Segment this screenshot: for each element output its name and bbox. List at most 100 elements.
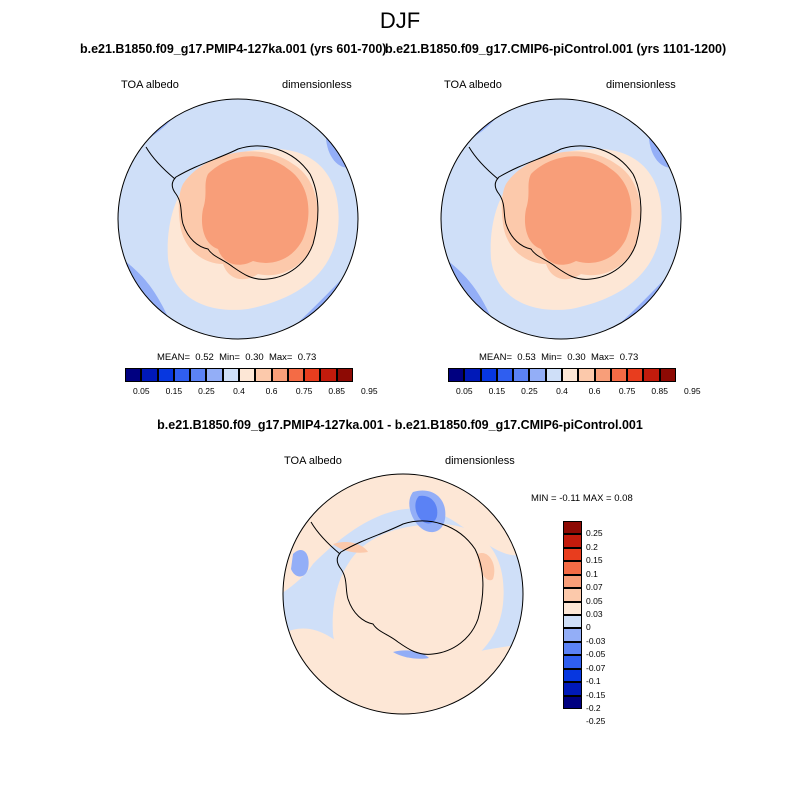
colorbar-swatch xyxy=(141,368,158,382)
colorbar-tick-label: 0.03 xyxy=(586,609,603,619)
colorbar-swatch xyxy=(643,368,660,382)
colorbar-tick-label: 0.1 xyxy=(586,568,598,579)
colorbar-swatch xyxy=(627,368,644,382)
positive-anomaly-field xyxy=(478,553,495,581)
colorbar-tick-label: 0.25 xyxy=(586,528,603,539)
colorbar-swatch xyxy=(239,368,256,382)
colorbar-swatch xyxy=(563,588,582,602)
colorbar-tick-label: 0.4 xyxy=(556,386,568,396)
antarctica-coastline xyxy=(336,520,484,655)
ice-sheet-field xyxy=(201,156,309,265)
colorbar-tick-label: 0.85 xyxy=(328,386,345,396)
figure-title: DJF xyxy=(379,8,421,33)
colorbar-tick-label: 0.05 xyxy=(586,595,603,606)
map-panel-3 xyxy=(282,473,524,715)
colorbar-swatch xyxy=(563,682,582,696)
panel1-units-label: dimensionless xyxy=(282,79,352,91)
colorbar-swatch xyxy=(563,574,582,589)
colorbar-tick-label: -0.15 xyxy=(586,689,606,700)
panel3-variable-label: TOA albedo xyxy=(284,455,342,467)
colorbar-swatch xyxy=(545,368,562,382)
colorbar-panel2 xyxy=(448,368,676,382)
colorbar-swatch xyxy=(255,368,272,382)
colorbar-tick-label: 0.05 xyxy=(456,386,473,396)
colorbar-diff-labels: 0.25 0.2 0.15 0.1 0.07 0.05 0.03 0 -0.03 -0.05 -0.… xyxy=(586,521,626,726)
colorbar-panel1 xyxy=(125,368,353,382)
colorbar-tick-label: -0.2 xyxy=(586,703,601,713)
colorbar-tick-label: 0.75 xyxy=(618,386,636,396)
antarctica-coastline xyxy=(171,145,319,280)
colorbar-tick-label: 0.25 xyxy=(521,386,538,396)
colorbar-panel2-labels: 0.05 0.15 0.25 0.4 0.6 0.75 0.85 0.95 xyxy=(448,386,701,398)
colorbar-swatch xyxy=(496,368,514,382)
colorbar-tick-label: 0.95 xyxy=(684,386,701,396)
colorbar-tick-label: 0 xyxy=(586,622,591,633)
panel3-title: b.e21.B1850.f09_g17.PMIP4-127ka.001 - b.… xyxy=(157,418,643,432)
colorbar-swatch xyxy=(287,368,305,382)
colorbar-swatch xyxy=(563,668,582,683)
colorbar-swatch xyxy=(563,601,582,615)
colorbar-swatch xyxy=(304,368,321,382)
map-panel-1 xyxy=(117,98,359,340)
colorbar-tick-label: -0.25 xyxy=(586,716,606,727)
colorbar-tick-label: 0.85 xyxy=(651,386,668,396)
negative-anomaly-field xyxy=(291,549,309,577)
panel2-stats: MEAN= 0.53 Min= 0.30 Max= 0.73 xyxy=(479,352,639,363)
map-boundary xyxy=(282,473,524,715)
positive-anomaly-field xyxy=(283,474,523,594)
colorbar-swatch xyxy=(563,641,582,656)
negative-anomaly-field xyxy=(415,495,438,524)
colorbar-swatch xyxy=(271,368,288,382)
colorbar-swatch xyxy=(480,368,497,382)
colorbar-swatch xyxy=(562,368,579,382)
colorbar-swatch xyxy=(563,534,582,548)
colorbar-swatch xyxy=(563,615,582,629)
colorbar-swatch xyxy=(513,368,530,382)
colorbar-tick-label: 0.75 xyxy=(295,386,313,396)
colorbar-tick-label: 0.4 xyxy=(233,386,245,396)
panel1-stats: MEAN= 0.52 Min= 0.30 Max= 0.73 xyxy=(157,352,317,363)
colorbar-tick-label: 0.07 xyxy=(586,582,603,593)
antarctic-peninsula xyxy=(468,146,499,180)
colorbar-tick-label: -0.07 xyxy=(586,662,606,673)
colorbar-tick-label: 0.95 xyxy=(361,386,378,396)
colorbar-swatch xyxy=(336,368,353,382)
negative-anomaly-field xyxy=(393,650,429,659)
colorbar-swatch xyxy=(563,561,582,575)
colorbar-swatch xyxy=(594,368,611,382)
map-boundary xyxy=(117,98,359,340)
colorbar-tick-label: -0.03 xyxy=(586,635,606,646)
antarctic-peninsula xyxy=(145,146,176,180)
panel2-variable-label: TOA albedo xyxy=(444,79,502,91)
colorbar-tick-label: -0.05 xyxy=(586,649,606,660)
colorbar-tick-label: 0.25 xyxy=(198,386,215,396)
colorbar-swatch xyxy=(157,368,174,382)
colorbar-swatch xyxy=(563,547,582,562)
antarctic-peninsula xyxy=(310,521,341,555)
colorbar-swatch xyxy=(563,521,582,535)
colorbar-tick-label: 0.15 xyxy=(165,386,183,396)
colorbar-swatch xyxy=(206,368,223,382)
colorbar-swatch xyxy=(563,655,582,669)
map-panel-2 xyxy=(440,98,682,340)
colorbar-tick-label: 0.15 xyxy=(488,386,506,396)
colorbar-swatch xyxy=(125,368,142,382)
panel2-title: b.e21.B1850.f09_g17.CMIP6-piControl.001 … xyxy=(385,42,727,56)
antarctica-coastline xyxy=(494,145,642,280)
colorbar-swatch xyxy=(610,368,628,382)
colorbar-diff xyxy=(563,521,582,709)
colorbar-tick-label: 0.15 xyxy=(586,555,603,566)
colorbar-tick-label: -0.1 xyxy=(586,676,601,687)
colorbar-tick-label: 0.2 xyxy=(586,541,598,552)
panel3-stats: MIN = -0.11 MAX = 0.08 xyxy=(531,493,633,504)
colorbar-swatch xyxy=(448,368,465,382)
colorbar-tick-label: 0.05 xyxy=(133,386,150,396)
colorbar-swatch xyxy=(529,368,546,382)
panel1-variable-label: TOA albedo xyxy=(121,79,179,91)
colorbar-swatch xyxy=(464,368,481,382)
colorbar-swatch xyxy=(659,368,676,382)
colorbar-swatch xyxy=(578,368,595,382)
ice-sheet-field xyxy=(524,156,632,265)
colorbar-tick-label: 0.6 xyxy=(588,386,601,396)
map-boundary xyxy=(440,98,682,340)
